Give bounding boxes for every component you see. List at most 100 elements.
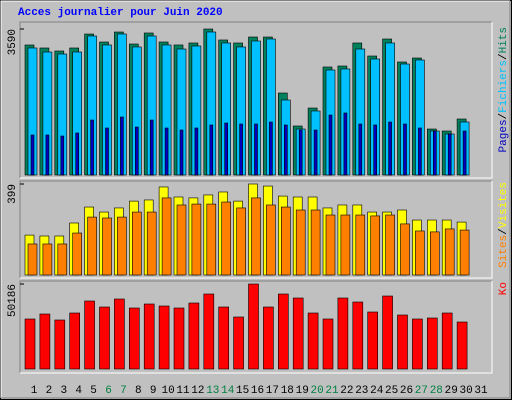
x-tick-label: 21 xyxy=(325,385,339,397)
x-tick-label: 7 xyxy=(120,385,127,397)
bar xyxy=(218,306,229,370)
panel-highlight xyxy=(20,22,493,179)
bar xyxy=(269,121,273,176)
bar xyxy=(84,300,95,370)
bar xyxy=(191,203,202,276)
bar xyxy=(221,201,231,276)
x-tick-label: 16 xyxy=(251,385,264,397)
x-tick-label: 13 xyxy=(206,385,219,397)
bar xyxy=(418,127,422,176)
x-tick-label: 30 xyxy=(459,385,472,397)
bar xyxy=(337,297,349,370)
x-tick-label: 23 xyxy=(355,385,368,397)
x-tick-label: 1 xyxy=(31,385,38,397)
bar xyxy=(280,206,291,276)
bar xyxy=(322,318,334,370)
legend-separator: / xyxy=(498,228,510,235)
bar xyxy=(310,209,321,276)
bar xyxy=(24,318,36,370)
x-tick-label: 24 xyxy=(370,385,384,397)
bar xyxy=(277,293,289,370)
bar xyxy=(161,197,172,276)
bar xyxy=(358,123,363,176)
bar xyxy=(283,124,288,176)
bar xyxy=(239,123,243,176)
legend: Pages/Fichiers/Hits xyxy=(498,27,510,152)
x-tick-label: 27 xyxy=(415,385,428,397)
bar xyxy=(39,313,51,370)
bar xyxy=(69,312,80,370)
x-tick-label: 4 xyxy=(75,385,82,397)
bar xyxy=(203,293,215,370)
bar xyxy=(441,312,453,370)
bar xyxy=(114,298,125,370)
bar xyxy=(206,203,217,276)
bar xyxy=(403,123,407,176)
x-tick-label: 19 xyxy=(296,385,309,397)
bar xyxy=(132,211,142,276)
x-tick-label: 17 xyxy=(266,385,279,397)
x-tick-label: 20 xyxy=(310,385,323,397)
y-tick-label: 399 xyxy=(7,184,19,204)
bar xyxy=(415,230,425,276)
legend-entry: Sites xyxy=(498,235,510,268)
bar xyxy=(57,243,68,276)
x-tick-label: 28 xyxy=(430,385,443,397)
x-tick-label: 25 xyxy=(385,385,398,397)
bar xyxy=(209,124,214,176)
bar xyxy=(313,129,318,176)
bar xyxy=(75,132,79,176)
bar xyxy=(352,301,364,370)
bar xyxy=(367,311,379,370)
x-tick-label: 5 xyxy=(90,385,97,397)
x-tick-label: 2 xyxy=(46,385,53,397)
bar xyxy=(432,130,437,176)
bar xyxy=(266,204,276,276)
legend-separator: / xyxy=(498,113,510,120)
bar xyxy=(385,214,395,276)
bar xyxy=(447,133,452,176)
y-tick-label: 50186 xyxy=(7,284,19,317)
x-tick-label: 22 xyxy=(340,385,353,397)
legend-entry: Hits xyxy=(498,27,510,53)
bar xyxy=(263,306,274,370)
bar xyxy=(325,214,336,276)
bar xyxy=(400,223,410,276)
bar xyxy=(248,283,259,370)
bar xyxy=(30,134,35,176)
panel-shadow xyxy=(19,21,492,178)
x-tick-label: 3 xyxy=(60,385,67,397)
bar xyxy=(188,302,200,370)
x-tick-label: 9 xyxy=(150,385,157,397)
bar xyxy=(224,122,228,176)
bar xyxy=(135,126,139,176)
legend: Ko xyxy=(498,282,510,295)
bar xyxy=(254,123,258,176)
panel-shadow xyxy=(19,280,492,373)
bar xyxy=(173,307,185,370)
bar xyxy=(146,211,157,276)
x-tick-label: 12 xyxy=(191,385,204,397)
bar xyxy=(292,297,304,370)
x-tick-label: 10 xyxy=(161,385,174,397)
bar xyxy=(42,243,53,276)
bar xyxy=(388,121,392,176)
bar xyxy=(90,119,94,176)
bar xyxy=(328,114,333,176)
chart-title: Acces journalier pour Juin 2020 xyxy=(18,7,223,19)
bar xyxy=(129,307,140,370)
bar xyxy=(373,124,378,176)
bar xyxy=(370,215,381,276)
bar xyxy=(105,127,109,176)
legend-entry: Pages xyxy=(498,119,510,152)
bar xyxy=(87,216,97,276)
bar xyxy=(343,112,348,176)
bar xyxy=(54,319,66,370)
bar xyxy=(60,135,65,176)
bar xyxy=(382,295,393,370)
y-tick-label: 3590 xyxy=(7,29,19,55)
bar xyxy=(456,321,468,370)
bar xyxy=(72,232,82,276)
